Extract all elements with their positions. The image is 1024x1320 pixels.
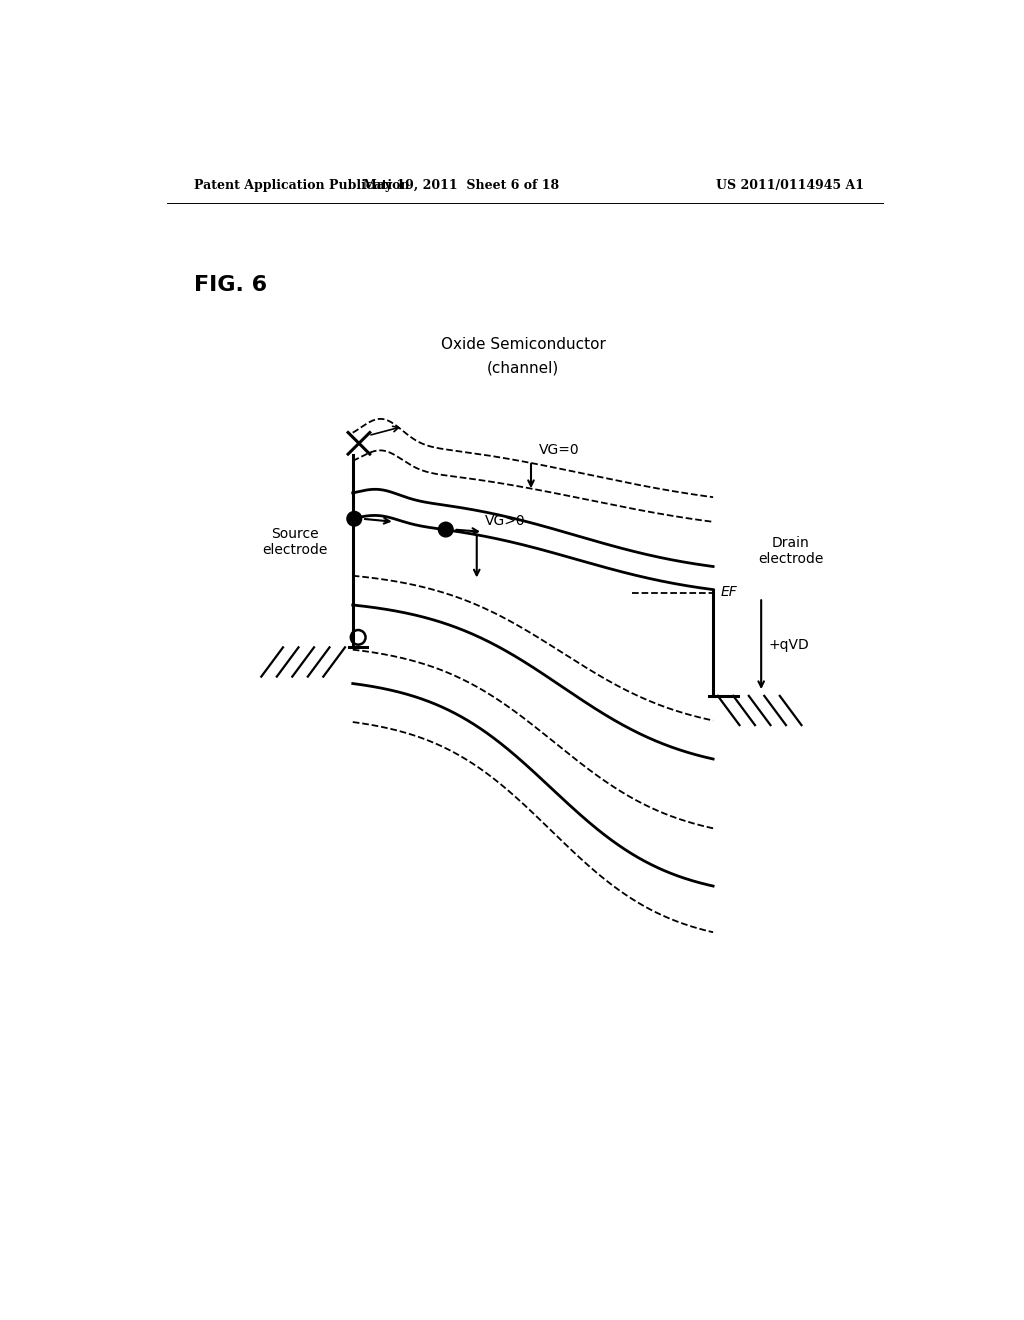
Text: May 19, 2011  Sheet 6 of 18: May 19, 2011 Sheet 6 of 18: [364, 178, 559, 191]
Text: US 2011/0114945 A1: US 2011/0114945 A1: [716, 178, 864, 191]
Text: (channel): (channel): [487, 360, 559, 375]
Text: FIG. 6: FIG. 6: [194, 276, 267, 296]
Text: Source
electrode: Source electrode: [262, 527, 328, 557]
Text: Oxide Semiconductor: Oxide Semiconductor: [440, 337, 605, 352]
Text: VG>0: VG>0: [484, 513, 525, 528]
Circle shape: [438, 523, 453, 537]
Text: Patent Application Publication: Patent Application Publication: [194, 178, 410, 191]
Text: +qVD: +qVD: [769, 638, 810, 652]
Text: EF: EF: [721, 585, 737, 599]
Text: VG=0: VG=0: [539, 444, 580, 457]
Text: Drain
electrode: Drain electrode: [758, 536, 823, 566]
Circle shape: [347, 511, 361, 527]
